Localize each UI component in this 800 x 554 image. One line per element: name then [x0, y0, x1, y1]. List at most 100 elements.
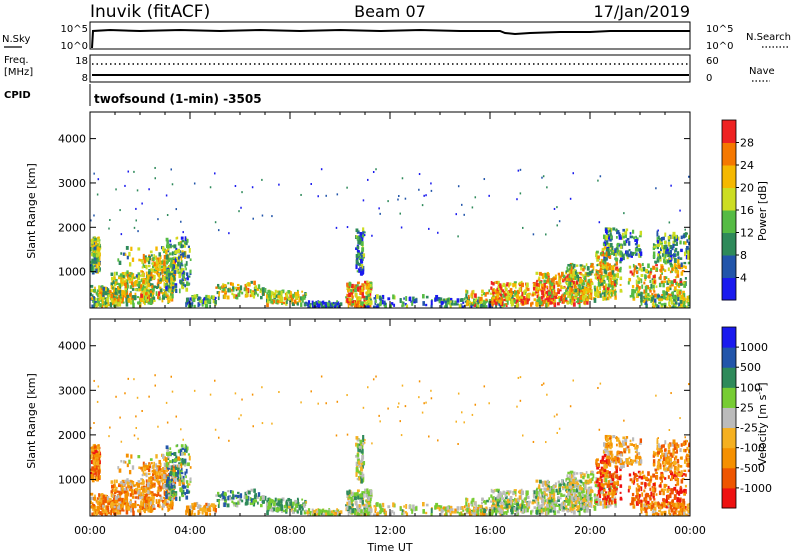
velocity-cell [129, 482, 132, 486]
velocity-cell [236, 494, 240, 499]
power-cell [595, 255, 599, 260]
power-cell [144, 257, 148, 262]
velocity-cell [177, 456, 180, 461]
power-cell [146, 296, 149, 299]
velocity-cell [182, 475, 185, 481]
power-cell [363, 285, 365, 291]
velocity-cell [366, 488, 369, 492]
velocity-cell [232, 502, 236, 505]
power-cell [154, 177, 157, 180]
velocity-cell [333, 513, 337, 516]
velocity-cell [378, 503, 382, 508]
velocity-cell [128, 469, 132, 475]
power-cell [151, 286, 154, 292]
velocity-cell [171, 472, 174, 476]
power-cell [129, 278, 133, 282]
power-cell [498, 291, 501, 296]
power-cell [631, 251, 635, 256]
power-cell [508, 297, 511, 301]
power-cell [362, 231, 365, 235]
power-cell [106, 304, 109, 308]
power-cell [405, 296, 408, 301]
power-cell [640, 295, 642, 300]
power-cell [599, 268, 602, 274]
power-cell [602, 284, 605, 289]
power-cell [522, 226, 524, 229]
power-cell [638, 248, 641, 252]
velocity-cell [183, 486, 186, 489]
power-cell [591, 263, 594, 266]
power-cell [685, 305, 688, 308]
velocity-cell [148, 463, 151, 466]
power-cell [685, 254, 689, 260]
velocity-cell [179, 475, 183, 479]
velocity-cell [266, 510, 269, 516]
power-cell [634, 243, 638, 246]
power-cell [495, 280, 498, 284]
power-cell [470, 304, 473, 308]
velocity-cell [164, 499, 167, 504]
power-cell [567, 283, 569, 287]
power-cell [580, 279, 584, 283]
power-cell [448, 301, 451, 306]
power-cell [164, 291, 167, 296]
power-cell [580, 266, 583, 271]
power-cell [624, 233, 627, 238]
velocity-cell [293, 507, 297, 512]
power-cell [603, 252, 607, 257]
power-cell [612, 250, 615, 253]
power-cell [129, 300, 133, 305]
power-cell [652, 275, 656, 279]
power-cell [145, 295, 147, 300]
velocity-cell [221, 498, 225, 501]
power-cell [576, 274, 580, 278]
power-cell [658, 235, 660, 240]
power-cell [446, 298, 450, 302]
velocity-cell [174, 493, 177, 496]
power-cell [214, 296, 217, 301]
power-cell [309, 303, 312, 306]
power-cell [201, 304, 204, 307]
power-cell [149, 301, 153, 305]
power-cell [614, 274, 618, 278]
power-cell [227, 288, 230, 293]
velocity-cell [269, 498, 272, 504]
velocity-cell [94, 471, 97, 475]
velocity-cell [363, 512, 365, 516]
power-cell [221, 290, 225, 293]
power-cell [345, 296, 348, 299]
power-cell [110, 282, 114, 286]
power-cell [92, 244, 96, 247]
power-cell [144, 291, 148, 296]
power-cell [177, 261, 180, 267]
power-cell [571, 276, 574, 279]
power-cell [98, 241, 101, 246]
power-cell [98, 298, 101, 301]
power-cell [154, 166, 156, 169]
power-cell [266, 302, 269, 308]
velocity-cell [295, 503, 298, 508]
power-cell [165, 194, 168, 197]
velocity-cell [121, 484, 124, 488]
power-cell [642, 266, 646, 272]
power-cell [165, 254, 169, 260]
power-cell [687, 261, 690, 265]
power-cell [550, 294, 554, 298]
power-cell [542, 272, 545, 278]
power-cell [596, 276, 599, 280]
power-cell [669, 263, 673, 268]
power-cell [124, 184, 126, 187]
power-cell [113, 303, 116, 307]
power-cell [141, 288, 144, 291]
power-cell [519, 168, 522, 171]
velocity-cell [170, 494, 172, 499]
power-cell [387, 297, 391, 301]
power-cell [177, 241, 181, 246]
power-cell [404, 303, 407, 306]
power-cell [122, 301, 125, 304]
power-cell [121, 277, 124, 280]
velocity-cell [356, 489, 360, 493]
power-cell [535, 285, 539, 289]
power-scatter [90, 166, 690, 308]
power-cell [655, 264, 658, 267]
